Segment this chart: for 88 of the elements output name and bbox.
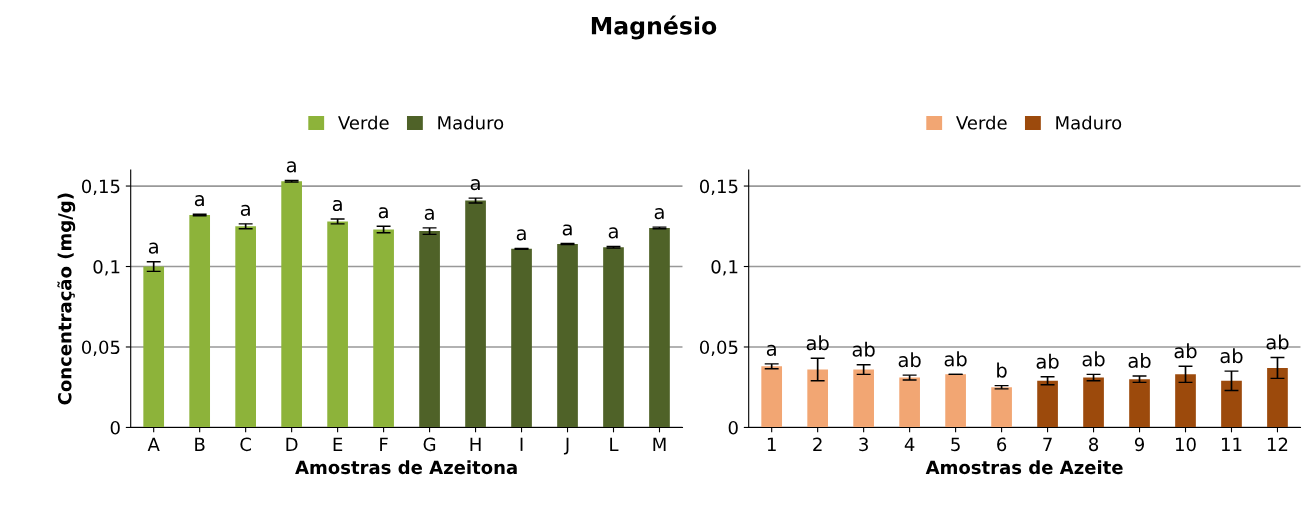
x-tick-label: G <box>423 437 436 452</box>
data-label: b <box>997 362 1007 378</box>
y-tick-label: 0,1 <box>93 259 120 276</box>
legend-label: Maduro <box>438 115 504 130</box>
x-tick-label: L <box>610 437 619 451</box>
bar <box>899 377 920 428</box>
y-tick-label: 0 <box>728 420 738 435</box>
data-label: a <box>240 204 250 216</box>
bar <box>189 215 211 428</box>
data-label: a <box>194 195 204 207</box>
bar <box>235 226 256 428</box>
x-tick-label: 2 <box>813 437 822 451</box>
bar <box>281 181 302 428</box>
data-label: a <box>148 242 158 254</box>
data-label: a <box>424 208 434 220</box>
x-tick-label: F <box>380 437 388 451</box>
bar <box>1175 374 1196 428</box>
x-tick-label: D <box>286 437 298 451</box>
data-label: ab <box>1036 353 1059 369</box>
x-tick-label: I <box>520 437 523 451</box>
bar <box>1129 379 1150 428</box>
data-label: a <box>562 224 572 236</box>
legend-label: Verde <box>956 115 1007 130</box>
x-tick-label: C <box>240 437 251 452</box>
data-label: a <box>516 229 526 241</box>
data-label: a <box>766 344 776 356</box>
x-tick-label: A <box>147 437 160 451</box>
bar <box>143 266 165 428</box>
x-tick-label: 1 <box>767 437 776 451</box>
bar <box>465 200 486 428</box>
x-tick-label: J <box>563 437 569 455</box>
data-label: a <box>332 199 342 212</box>
x-tick-label: 4 <box>904 437 915 451</box>
x-tick-label: 8 <box>1089 437 1099 452</box>
x-tick-label: 6 <box>997 437 1007 452</box>
bar <box>1221 380 1242 428</box>
x-tick-label: H <box>470 437 481 451</box>
bar <box>1083 377 1104 428</box>
bar <box>991 387 1012 428</box>
bar <box>373 229 394 428</box>
bar <box>807 369 829 428</box>
bar <box>327 221 348 428</box>
y-tick-label: 0 <box>110 420 120 435</box>
bar <box>761 366 783 428</box>
x-tick-label: E <box>333 437 343 451</box>
y-tick-label: 0,15 <box>81 179 120 195</box>
x-axis-title: Amostras de Azeite <box>925 460 1123 475</box>
x-tick-label: B <box>195 437 205 451</box>
y-tick-label: 0,1 <box>711 259 738 276</box>
bar <box>853 369 874 428</box>
data-label: ab <box>852 341 875 357</box>
legend-label: Maduro <box>1056 115 1122 130</box>
x-tick-label: 9 <box>1134 437 1144 452</box>
data-label: ab <box>944 351 967 367</box>
chart-title: Magnésio <box>591 15 717 40</box>
x-tick-label: 5 <box>951 437 960 452</box>
y-tick-label: 0,05 <box>81 340 120 356</box>
data-label: a <box>654 207 664 220</box>
x-tick-label: M <box>653 437 666 451</box>
data-label: a <box>608 227 618 239</box>
legend-label: Verde <box>338 115 389 130</box>
bar <box>1037 380 1058 428</box>
data-label: ab <box>1082 351 1105 367</box>
data-label: a <box>470 179 480 191</box>
data-label: a <box>286 161 296 173</box>
x-tick-label: 10 <box>1176 437 1196 452</box>
bar <box>511 248 532 428</box>
data-label: ab <box>1128 352 1151 369</box>
data-label: ab <box>1220 348 1243 364</box>
x-axis-title: Amostras de Azeitona <box>295 460 517 475</box>
data-label: ab <box>1174 343 1197 359</box>
x-tick-label: 11 <box>1221 437 1242 451</box>
bar <box>419 231 440 428</box>
bar <box>557 243 578 428</box>
data-label: ab <box>806 335 829 351</box>
x-tick-label: 3 <box>859 437 868 452</box>
y-tick-label: 0,05 <box>699 340 738 356</box>
bar <box>1267 367 1288 428</box>
y-axis-title: Concentração (mg/g) <box>57 193 76 405</box>
bar <box>649 227 670 428</box>
x-tick-label: 12 <box>1267 437 1288 451</box>
y-tick-label: 0,15 <box>699 179 738 195</box>
bar <box>945 374 966 428</box>
data-label: ab <box>898 352 921 368</box>
x-tick-label: 7 <box>1043 437 1052 451</box>
data-label: a <box>378 207 388 219</box>
bar <box>603 247 624 428</box>
data-label: ab <box>1266 334 1289 350</box>
